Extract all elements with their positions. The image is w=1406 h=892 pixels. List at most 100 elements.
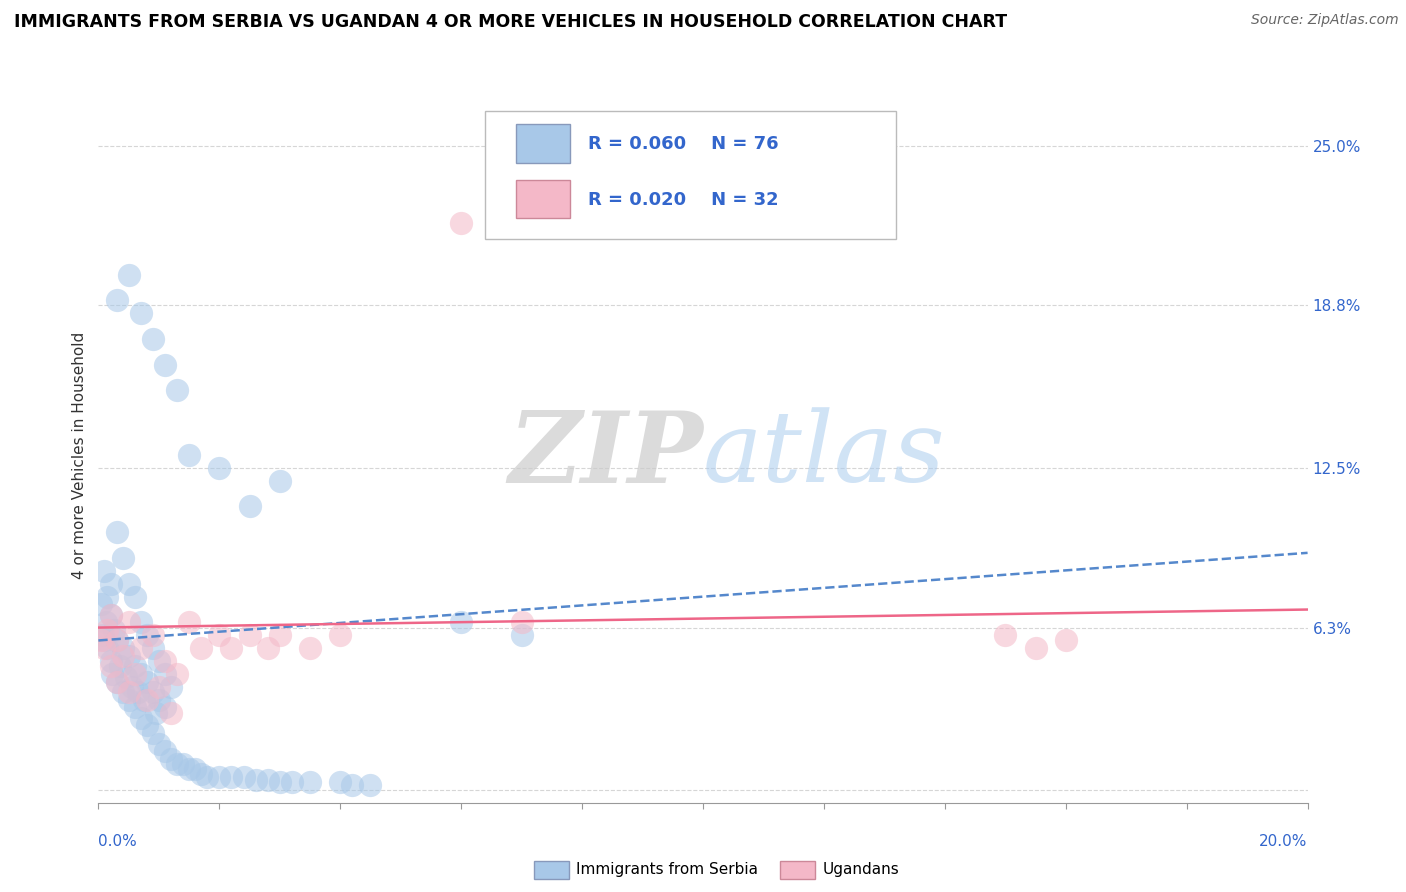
FancyBboxPatch shape xyxy=(485,111,897,239)
Point xyxy=(105,674,128,689)
Point xyxy=(153,358,176,372)
Point xyxy=(105,674,128,689)
Point xyxy=(329,775,352,789)
Point xyxy=(142,685,165,699)
Point xyxy=(93,641,115,656)
Point xyxy=(1024,641,1046,656)
Point xyxy=(129,615,152,630)
Point xyxy=(450,216,472,230)
Point xyxy=(239,628,262,642)
Point xyxy=(299,775,322,789)
Point xyxy=(129,667,152,681)
Point xyxy=(90,633,112,648)
Point xyxy=(256,772,278,787)
Point xyxy=(190,641,212,656)
Y-axis label: 4 or more Vehicles in Household: 4 or more Vehicles in Household xyxy=(72,331,87,579)
Point xyxy=(118,692,141,706)
Point xyxy=(124,700,146,714)
Point xyxy=(93,564,115,578)
Point xyxy=(299,641,322,656)
Point xyxy=(105,633,128,648)
Point xyxy=(105,633,128,648)
Point xyxy=(232,770,254,784)
Text: Source: ZipAtlas.com: Source: ZipAtlas.com xyxy=(1251,13,1399,28)
Text: ZIP: ZIP xyxy=(508,407,703,503)
Point xyxy=(103,623,125,637)
Point xyxy=(142,332,165,346)
Point xyxy=(124,590,146,604)
Point xyxy=(360,778,382,792)
Point xyxy=(124,659,146,673)
Point xyxy=(179,762,201,776)
Point xyxy=(96,623,118,637)
Point xyxy=(179,615,201,630)
Point xyxy=(93,633,115,648)
Point xyxy=(118,648,141,663)
Point xyxy=(172,757,194,772)
Point xyxy=(184,762,207,776)
Point xyxy=(245,772,267,787)
Text: Ugandans: Ugandans xyxy=(823,863,900,877)
Text: 0.0%: 0.0% xyxy=(98,834,138,848)
Point xyxy=(208,770,231,784)
Point xyxy=(118,576,141,591)
Point xyxy=(148,737,170,751)
Point xyxy=(179,448,201,462)
Point xyxy=(142,726,165,740)
Point xyxy=(142,641,165,656)
Point xyxy=(160,706,183,720)
Point xyxy=(195,770,218,784)
Point xyxy=(132,692,155,706)
Point xyxy=(129,641,152,656)
Point xyxy=(1054,633,1077,648)
Text: 20.0%: 20.0% xyxy=(1260,834,1308,848)
Point xyxy=(118,685,141,699)
Point xyxy=(100,607,122,622)
Point xyxy=(111,641,134,656)
Point xyxy=(190,767,212,781)
Point xyxy=(111,685,134,699)
Point xyxy=(114,669,136,683)
Point xyxy=(166,667,188,681)
Point xyxy=(135,718,157,732)
Point xyxy=(127,685,149,699)
Point xyxy=(329,628,352,642)
Point xyxy=(100,654,122,668)
Point xyxy=(96,590,118,604)
Point xyxy=(148,692,170,706)
Point xyxy=(221,641,243,656)
Point xyxy=(135,692,157,706)
Point xyxy=(994,628,1017,642)
Point xyxy=(100,607,122,622)
Point xyxy=(208,460,231,475)
Text: Immigrants from Serbia: Immigrants from Serbia xyxy=(576,863,758,877)
Point xyxy=(90,598,112,612)
Point xyxy=(239,500,262,514)
Point xyxy=(91,628,114,642)
Point xyxy=(148,654,170,668)
Point xyxy=(108,659,131,673)
Point xyxy=(135,628,157,642)
Point xyxy=(269,628,291,642)
Point xyxy=(111,551,134,566)
Point xyxy=(281,775,304,789)
Point xyxy=(269,474,291,488)
Point xyxy=(121,680,143,694)
Point xyxy=(450,615,472,630)
Text: IMMIGRANTS FROM SERBIA VS UGANDAN 4 OR MORE VEHICLES IN HOUSEHOLD CORRELATION CH: IMMIGRANTS FROM SERBIA VS UGANDAN 4 OR M… xyxy=(14,13,1007,31)
Point xyxy=(100,667,122,681)
Point xyxy=(342,778,364,792)
Point xyxy=(160,752,183,766)
Point xyxy=(96,641,118,656)
Point xyxy=(153,654,176,668)
Point xyxy=(221,770,243,784)
Point xyxy=(118,268,141,282)
Point xyxy=(148,680,170,694)
Point xyxy=(118,615,141,630)
Point xyxy=(100,659,122,673)
Point xyxy=(100,576,122,591)
Text: atlas: atlas xyxy=(703,408,946,502)
Point xyxy=(129,711,152,725)
Point xyxy=(94,615,117,630)
Bar xyxy=(516,124,569,162)
